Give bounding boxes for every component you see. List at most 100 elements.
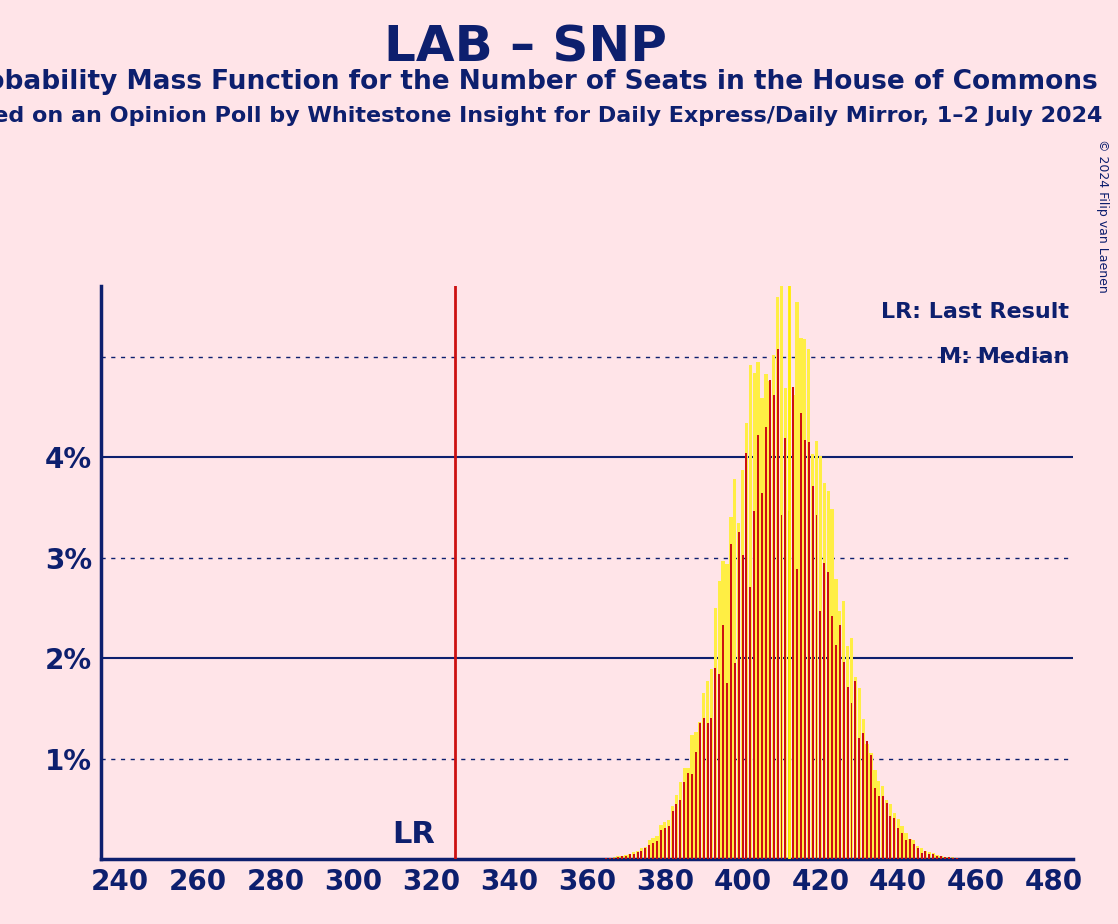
Bar	[803, 339, 806, 859]
Bar	[916, 846, 919, 859]
Bar	[804, 440, 806, 859]
Bar	[838, 626, 841, 859]
Bar	[663, 821, 666, 859]
Bar	[792, 395, 795, 859]
Bar	[710, 718, 712, 859]
Bar	[675, 804, 678, 859]
Bar	[667, 820, 671, 859]
Bar	[951, 857, 955, 859]
Bar	[878, 781, 880, 859]
Bar	[785, 438, 786, 859]
Bar	[641, 851, 643, 859]
Bar	[799, 338, 803, 859]
Bar	[613, 857, 616, 859]
Bar	[675, 796, 679, 859]
Bar	[695, 752, 697, 859]
Bar	[776, 297, 779, 859]
Bar	[904, 833, 908, 859]
Bar	[831, 616, 833, 859]
Bar	[885, 803, 888, 859]
Bar	[831, 509, 834, 859]
Bar	[912, 840, 916, 859]
Bar	[892, 813, 896, 859]
Bar	[652, 843, 654, 859]
Bar	[843, 662, 845, 859]
Bar	[721, 562, 724, 859]
Bar	[718, 674, 720, 859]
Bar	[811, 454, 814, 859]
Bar	[904, 840, 907, 859]
Text: © 2024 Filip van Laenen: © 2024 Filip van Laenen	[1096, 139, 1109, 292]
Bar	[628, 854, 631, 859]
Bar	[898, 829, 899, 859]
Bar	[644, 848, 646, 859]
Bar	[900, 826, 903, 859]
Bar	[768, 381, 771, 859]
Bar	[729, 517, 732, 859]
Bar	[722, 625, 724, 859]
Bar	[710, 669, 713, 859]
Text: LAB – SNP: LAB – SNP	[383, 23, 667, 71]
Bar	[648, 845, 651, 859]
Bar	[917, 848, 919, 859]
Bar	[823, 483, 826, 859]
Bar	[893, 818, 896, 859]
Bar	[733, 480, 737, 859]
Bar	[936, 856, 938, 859]
Bar	[889, 804, 892, 859]
Bar	[940, 857, 942, 859]
Bar	[616, 857, 619, 859]
Bar	[636, 852, 638, 859]
Bar	[859, 738, 860, 859]
Bar	[850, 638, 853, 859]
Bar	[835, 645, 837, 859]
Bar	[909, 839, 911, 859]
Bar	[923, 851, 927, 859]
Bar	[865, 744, 869, 859]
Bar	[741, 555, 743, 859]
Bar	[652, 838, 655, 859]
Bar	[773, 395, 775, 859]
Bar	[647, 840, 651, 859]
Bar	[600, 858, 604, 859]
Bar	[873, 770, 877, 859]
Bar	[793, 386, 794, 859]
Bar	[757, 361, 760, 859]
Bar	[672, 811, 673, 859]
Bar	[890, 816, 891, 859]
Bar	[807, 442, 809, 859]
Bar	[683, 783, 685, 859]
Bar	[920, 853, 922, 859]
Bar	[752, 372, 756, 859]
Bar	[639, 848, 643, 859]
Bar	[796, 568, 798, 859]
Bar	[866, 741, 868, 859]
Bar	[746, 453, 748, 859]
Bar	[912, 844, 915, 859]
Bar	[694, 733, 698, 859]
Bar	[636, 851, 639, 859]
Bar	[664, 828, 665, 859]
Bar	[862, 719, 865, 859]
Bar	[705, 681, 709, 859]
Bar	[667, 826, 670, 859]
Text: M: Median: M: Median	[939, 346, 1070, 367]
Bar	[854, 682, 856, 859]
Bar	[707, 723, 709, 859]
Bar	[714, 668, 717, 859]
Bar	[620, 857, 623, 859]
Bar	[656, 841, 659, 859]
Bar	[749, 588, 751, 859]
Bar	[874, 788, 875, 859]
Bar	[897, 820, 900, 859]
Bar	[851, 703, 853, 859]
Bar	[655, 835, 659, 859]
Bar	[761, 493, 762, 859]
Bar	[773, 355, 776, 859]
Bar	[780, 263, 783, 859]
Bar	[846, 687, 849, 859]
Bar	[741, 469, 745, 859]
Bar	[878, 796, 880, 859]
Bar	[726, 683, 728, 859]
Bar	[718, 581, 721, 859]
